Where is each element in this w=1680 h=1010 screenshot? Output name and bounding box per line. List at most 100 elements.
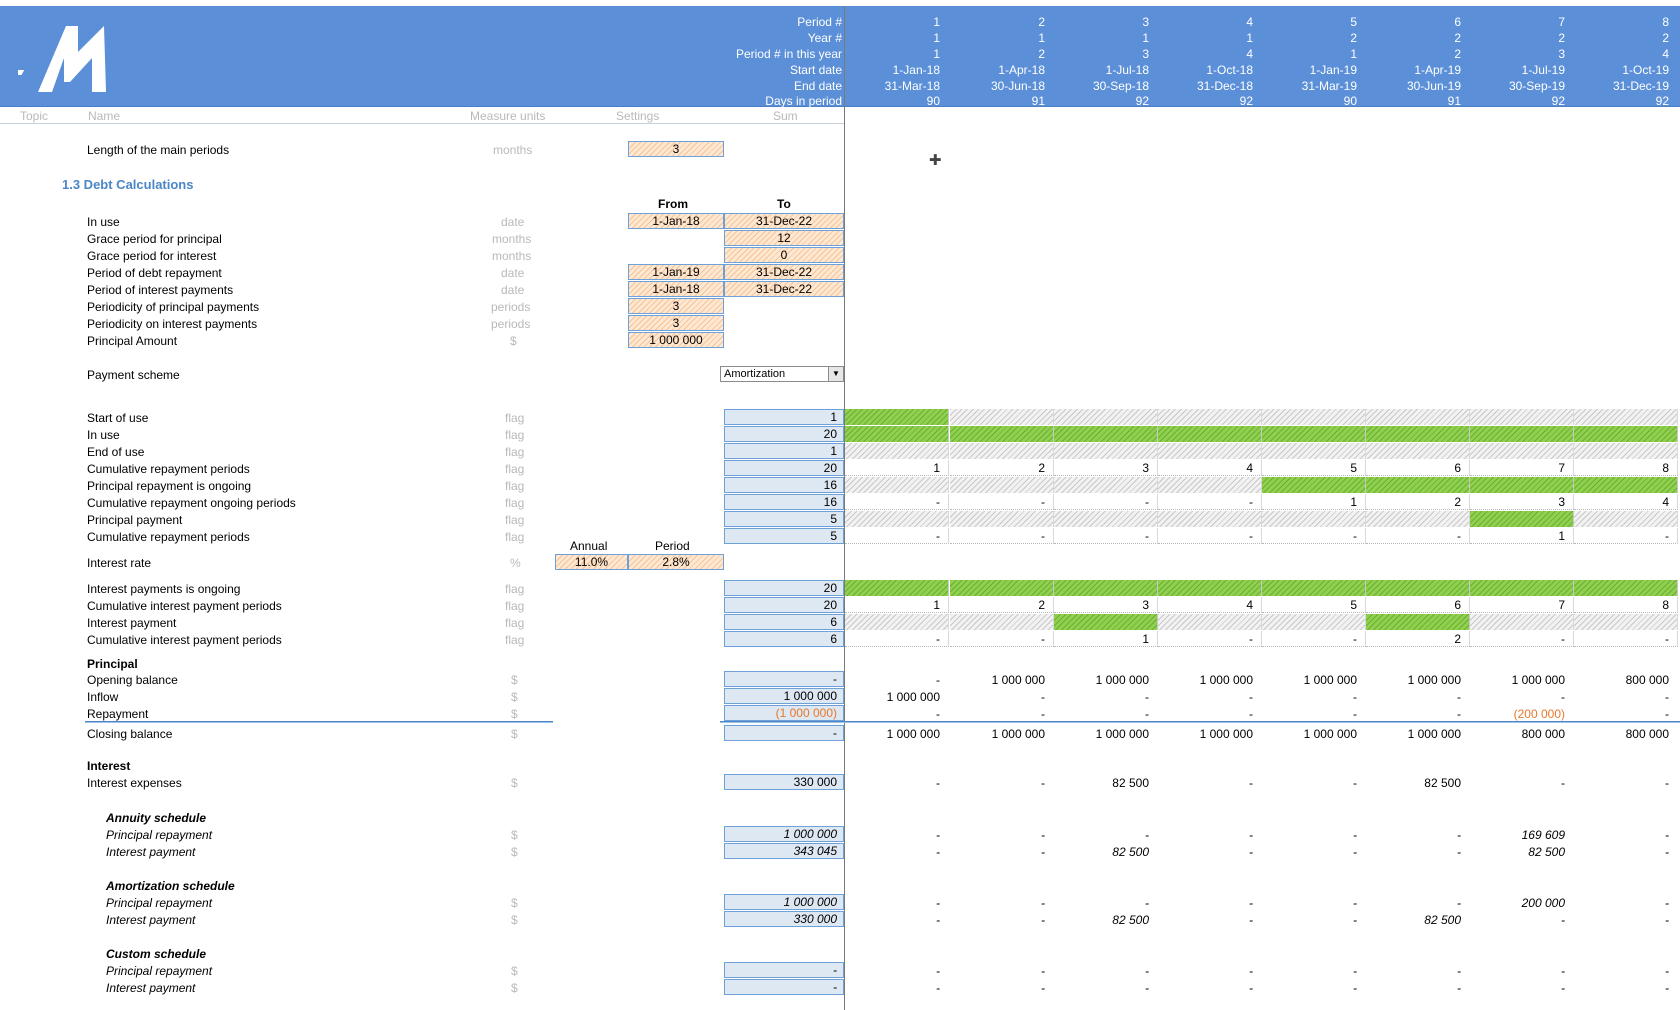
row-sum: 6 xyxy=(724,631,844,647)
flag-off-cell xyxy=(950,614,1054,630)
header-days-cell: 92 xyxy=(1551,94,1565,108)
flag-off-cell xyxy=(1158,443,1262,459)
header-period-cell: 8 xyxy=(1662,15,1669,29)
flag-on-cell xyxy=(1366,614,1470,630)
interest-rate-period-input[interactable]: 2.8% xyxy=(628,554,724,570)
value-cell: - xyxy=(1145,964,1149,978)
value-cell: - xyxy=(936,896,940,910)
interest-rate-annual-input[interactable]: 11.0% xyxy=(555,554,628,570)
chevron-down-icon[interactable]: ▼ xyxy=(828,367,843,381)
header-year-cell: 2 xyxy=(1558,31,1565,45)
row-unit: $ xyxy=(511,673,518,687)
value-cell: - xyxy=(1561,981,1565,995)
value-cell: - xyxy=(1561,776,1565,790)
settings-from-input[interactable]: 1 000 000 xyxy=(628,332,724,348)
flag-value-cell: 3 xyxy=(1054,597,1158,613)
row-label: Start of use xyxy=(87,411,149,425)
header-days-cell: 91 xyxy=(1031,94,1045,108)
value-cell: 800 000 xyxy=(1625,727,1669,741)
settings-from-input[interactable]: 1-Jan-18 xyxy=(628,213,724,229)
row-unit: flag xyxy=(505,599,525,613)
row-unit: flag xyxy=(505,462,525,476)
value-cell: - xyxy=(1145,828,1149,842)
schedule-title: Amortization schedule xyxy=(106,879,235,893)
flag-value-cell: 1 xyxy=(845,460,949,476)
settings-from-input[interactable]: 1-Jan-19 xyxy=(628,264,724,280)
settings-from-input[interactable]: 1-Jan-18 xyxy=(628,281,724,297)
flag-value-cell: 7 xyxy=(1470,597,1574,613)
header-end-cell: 30-Sep-18 xyxy=(1092,79,1149,93)
settings-to-input[interactable]: 0 xyxy=(724,247,844,263)
value-cell: - xyxy=(1457,828,1461,842)
row-unit: $ xyxy=(511,896,518,910)
flag-value-cell: 3 xyxy=(1470,494,1574,510)
flag-on-cell xyxy=(1366,426,1470,442)
length-input[interactable]: 3 xyxy=(628,141,724,157)
settings-from-input[interactable]: 3 xyxy=(628,315,724,331)
interest-rate-unit: % xyxy=(510,556,521,570)
header-year-cell: 1 xyxy=(1142,31,1149,45)
value-cell: - xyxy=(1249,776,1253,790)
flag-off-cell xyxy=(845,443,949,459)
row-sum: 1 xyxy=(724,443,844,459)
flag-on-cell xyxy=(1262,477,1366,493)
payment-scheme-dropdown[interactable]: Amortization ▼ xyxy=(720,366,844,382)
flag-value-cell: - xyxy=(950,494,1054,510)
settings-to-input[interactable]: 31-Dec-22 xyxy=(724,264,844,280)
value-cell: - xyxy=(1457,896,1461,910)
header-period-cell: 3 xyxy=(1142,15,1149,29)
settings-to-input[interactable]: 12 xyxy=(724,230,844,246)
flag-off-cell xyxy=(950,443,1054,459)
value-cell: - xyxy=(1561,913,1565,927)
value-cell: - xyxy=(1249,845,1253,859)
header-period-cell: 1 xyxy=(933,15,940,29)
header-end-cell: 31-Mar-18 xyxy=(884,79,940,93)
flag-on-cell xyxy=(1470,580,1574,596)
flag-off-cell xyxy=(1158,614,1262,630)
header-row-label: End date xyxy=(793,79,842,93)
flag-value-cell: 4 xyxy=(1158,460,1262,476)
header-days-cell: 90 xyxy=(1343,94,1357,108)
flag-value-cell: 2 xyxy=(950,460,1054,476)
value-cell: - xyxy=(936,828,940,842)
value-cell: 1 000 000 xyxy=(1407,673,1461,687)
value-cell: 1 000 000 xyxy=(1303,673,1357,687)
row-label: Principal payment xyxy=(87,513,183,527)
header-year-cell: 2 xyxy=(1350,31,1357,45)
timeline-header: Period # Year # Period # in this year Start… xyxy=(0,6,1680,108)
header-end-cell: 31-Dec-19 xyxy=(1612,79,1669,93)
row-label: In use xyxy=(87,428,120,442)
header-period-cell: 6 xyxy=(1454,15,1461,29)
schedule-title: Annuity schedule xyxy=(106,811,207,825)
row-label: Cumulative interest payment periods xyxy=(87,633,282,647)
header-year-cell: 1 xyxy=(933,31,940,45)
row-sum: 20 xyxy=(724,460,844,476)
flag-on-cell xyxy=(1574,477,1678,493)
header-days-cell: 91 xyxy=(1447,94,1461,108)
principal-title: Principal xyxy=(87,657,138,671)
value-cell: - xyxy=(1041,845,1045,859)
settings-from-input[interactable]: 3 xyxy=(628,298,724,314)
flag-off-cell xyxy=(1054,477,1158,493)
flag-value-cell: - xyxy=(1574,631,1678,647)
header-row-label: Year # xyxy=(807,31,842,45)
flag-value-cell: - xyxy=(950,631,1054,647)
flag-value-cell: - xyxy=(1054,528,1158,544)
header-start-cell: 1-Apr-19 xyxy=(1414,63,1461,77)
schedule-title: Custom schedule xyxy=(106,947,207,961)
header-year-cell: 1 xyxy=(1246,31,1253,45)
flag-value-cell: - xyxy=(845,528,949,544)
value-cell: - xyxy=(1041,776,1045,790)
row-label: Cumulative interest payment periods xyxy=(87,599,282,613)
row-unit: $ xyxy=(511,964,518,978)
header-start-cell: 1-Jan-19 xyxy=(1309,63,1357,77)
sum-header: Sum xyxy=(773,109,798,123)
settings-to-input[interactable]: 31-Dec-22 xyxy=(724,213,844,229)
header-end-cell: 30-Jun-19 xyxy=(1406,79,1461,93)
value-cell: - xyxy=(1353,690,1357,704)
row-unit: flag xyxy=(505,496,525,510)
row-label: Interest payment xyxy=(106,981,196,995)
header-period-cell: 4 xyxy=(1246,15,1253,29)
flag-value-cell: 1 xyxy=(1470,528,1574,544)
settings-to-input[interactable]: 31-Dec-22 xyxy=(724,281,844,297)
